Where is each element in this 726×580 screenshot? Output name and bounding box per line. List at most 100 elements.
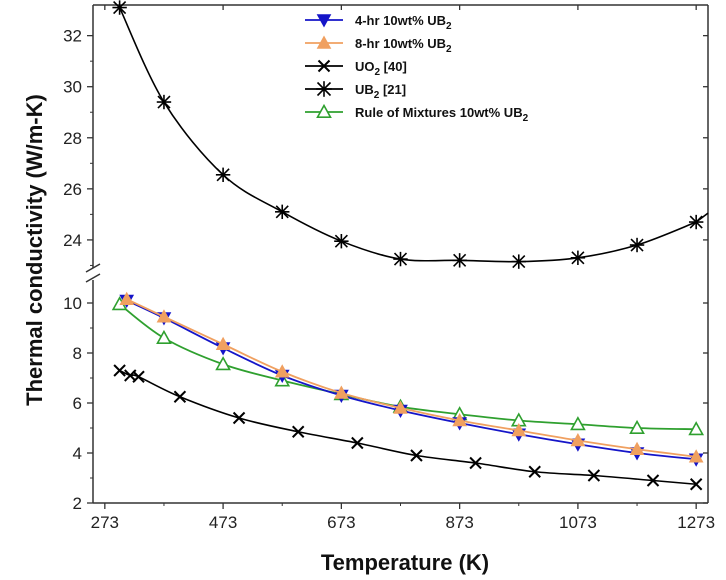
data-point (393, 251, 408, 267)
legend-label-main: 8-hr 10wt% UB (355, 36, 446, 51)
legend-label: UB2 [21] (355, 82, 406, 101)
legend-label-subscript: 2 (374, 90, 380, 101)
legend-label-suffix: [40] (380, 59, 407, 74)
y-tick-label-lower: 4 (73, 444, 82, 463)
data-point (570, 250, 586, 265)
legend-label: Rule of Mixtures 10wt% UB2 (355, 105, 529, 124)
legend-label-subscript: 2 (523, 113, 529, 124)
data-point (452, 253, 467, 268)
series-3 (112, 0, 709, 269)
legend-marker (316, 35, 332, 49)
data-point (215, 336, 231, 350)
legend-label: UO2 [40] (355, 59, 407, 78)
legend-entry-0: 4-hr 10wt% UB2 (305, 13, 452, 32)
legend-entry-2: UO2 [40] (305, 59, 407, 78)
data-point (688, 421, 705, 436)
x-stroke (646, 474, 660, 487)
legend-label-main: 4-hr 10wt% UB (355, 13, 446, 28)
data-point (232, 411, 246, 425)
x-stroke (351, 436, 364, 450)
legend-label-main: UO (355, 59, 375, 74)
x-stroke (528, 465, 541, 478)
series-0 (119, 294, 704, 467)
series-line (126, 298, 697, 458)
y-tick-label-lower: 6 (73, 394, 82, 413)
legend-label-subscript: 2 (446, 44, 452, 55)
legend-entry-4: Rule of Mixtures 10wt% UB2 (305, 103, 529, 124)
legend-label: 4-hr 10wt% UB2 (355, 13, 452, 32)
data-point (689, 478, 703, 491)
series-line (126, 299, 697, 461)
y-tick-label-upper: 24 (63, 231, 82, 250)
plot-frame (85, 4, 709, 504)
data-point (511, 254, 526, 269)
legend-marker (316, 103, 332, 118)
data-point (410, 449, 423, 462)
y-tick-label-upper: 26 (63, 180, 82, 199)
y-tick-label-upper: 32 (63, 27, 82, 46)
data-point (119, 291, 135, 305)
data-point (351, 436, 364, 450)
x-tick-label: 473 (209, 513, 237, 532)
legend-entry-3: UB2 [21] (305, 81, 406, 101)
data-point (688, 214, 704, 230)
data-point (334, 385, 349, 399)
legend-entry-1: 8-hr 10wt% UB2 (305, 35, 452, 55)
data-point (511, 422, 527, 437)
data-point (156, 309, 172, 323)
data-point (452, 412, 467, 427)
data-point (132, 370, 145, 383)
legend-label-suffix: [21] (379, 82, 406, 97)
data-point (629, 419, 645, 435)
data-point (570, 416, 586, 431)
series-1 (119, 291, 704, 463)
data-point (215, 167, 231, 183)
series-line (118, 7, 709, 263)
y-tick-label-lower: 10 (63, 294, 82, 313)
data-point (688, 449, 704, 463)
series-layer (111, 0, 709, 491)
series-4 (111, 296, 705, 436)
x-stroke (232, 411, 246, 425)
x-tick-label: 273 (91, 513, 119, 532)
y-tick-label-upper: 28 (63, 129, 82, 148)
x-stroke (410, 449, 423, 462)
data-point (291, 425, 305, 438)
data-point (113, 364, 126, 377)
data-point (646, 474, 660, 487)
y-tick-label-lower: 8 (73, 344, 82, 363)
data-point (469, 456, 482, 470)
x-stroke (113, 364, 126, 377)
axis-break-mark-upper (85, 263, 101, 273)
legend-label-main: UB (355, 82, 374, 97)
x-tick-label: 1273 (677, 513, 715, 532)
legend-label-subscript: 2 (446, 21, 452, 32)
data-point (274, 364, 290, 378)
data-point (112, 0, 127, 15)
x-tick-label: 873 (445, 513, 473, 532)
legend-marker (316, 81, 332, 97)
y-axis-title: Thermal conductivity (W/m-K) (22, 94, 47, 406)
legend-marker (316, 14, 332, 28)
legend-label-main: Rule of Mixtures 10wt% UB (355, 105, 523, 120)
data-point (334, 233, 349, 249)
data-point (173, 390, 187, 403)
data-point (528, 465, 541, 478)
x-stroke (132, 370, 145, 383)
x-stroke (173, 390, 187, 403)
y-tick-label-upper: 30 (63, 78, 82, 97)
data-point (275, 204, 290, 220)
legend-label: 8-hr 10wt% UB2 (355, 36, 452, 55)
data-point (570, 432, 586, 447)
series-line (119, 369, 697, 486)
data-point (156, 329, 172, 345)
x-stroke (587, 469, 601, 482)
data-point (393, 400, 408, 414)
data-point (215, 356, 231, 371)
series-2 (113, 364, 703, 491)
data-point (629, 441, 645, 455)
x-stroke (689, 478, 703, 491)
x-stroke (317, 59, 331, 73)
